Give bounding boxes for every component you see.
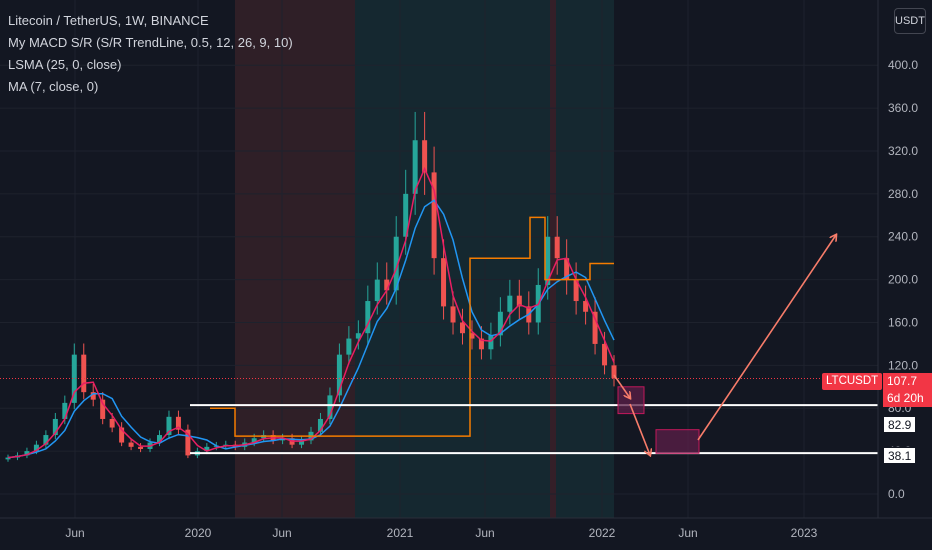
candle-body <box>422 140 428 173</box>
time-tick-label: 2022 <box>589 526 616 540</box>
legend-indicator-ma[interactable]: MA (7, close, 0) <box>8 79 99 94</box>
candle-body <box>81 354 87 393</box>
candle-body <box>573 279 579 302</box>
candle-body <box>157 435 162 443</box>
legend-indicator-lsma[interactable]: LSMA (25, 0, close) <box>8 57 122 72</box>
candle-body <box>52 418 58 436</box>
candle-body <box>583 301 589 312</box>
candle-body <box>611 365 617 379</box>
candle-body <box>33 444 39 452</box>
candle-body <box>204 446 210 452</box>
symbol-badge: LTCUSDT <box>822 373 883 390</box>
countdown-label: 6d 20h <box>883 390 932 407</box>
price-tick-label: 200.0 <box>888 273 918 287</box>
currency-button[interactable]: USDT <box>894 8 926 34</box>
candle-body <box>90 392 96 400</box>
candle-body <box>119 427 125 443</box>
target-zone-1 <box>617 386 645 415</box>
candle-body <box>355 333 361 339</box>
level-lower-label: 38.1 <box>883 447 917 464</box>
candle-body <box>62 402 68 419</box>
price-tick-label: 400.0 <box>888 58 918 72</box>
time-tick-label: Jun <box>272 526 291 540</box>
candle-body <box>166 416 172 436</box>
candle-body <box>602 343 608 366</box>
candle-body <box>175 416 181 430</box>
candle-body <box>403 193 409 237</box>
candle-body <box>346 338 352 355</box>
candle-body <box>374 279 380 302</box>
price-tick-label: 320.0 <box>888 144 918 158</box>
ma-line <box>7 166 615 459</box>
candle-body <box>497 311 503 336</box>
candle-body <box>5 457 11 460</box>
candle-body <box>488 335 494 350</box>
candle-body <box>478 338 484 350</box>
chart-legend: Litecoin / TetherUS, 1W, BINANCE My MACD… <box>8 10 293 98</box>
projection-arrow-2 <box>629 403 650 455</box>
candle-body <box>24 451 30 456</box>
candle-body <box>564 258 570 280</box>
candle-body <box>469 333 475 339</box>
period-shading <box>235 0 614 518</box>
candle-body <box>71 354 77 403</box>
sr-trendline <box>210 216 614 437</box>
legend-indicator-macd[interactable]: My MACD S/R (S/R TrendLine, 0.5, 12, 26,… <box>8 35 293 50</box>
candle-body <box>450 306 456 323</box>
indicator-lines <box>7 166 615 459</box>
target-zone-2 <box>655 429 700 454</box>
candle-body <box>592 311 598 344</box>
bullish-period <box>355 0 550 518</box>
candle-body <box>516 295 522 307</box>
candle-body <box>412 140 418 194</box>
candle-body <box>251 438 257 443</box>
time-tick-label: Jun <box>678 526 697 540</box>
candle-body <box>384 279 390 291</box>
candle-body <box>441 258 447 307</box>
legend-symbol[interactable]: Litecoin / TetherUS, 1W, BINANCE <box>8 13 209 28</box>
time-axis: Jun 2020 Jun 2021 Jun 2022 Jun 2023 <box>65 526 817 540</box>
candle-body <box>336 354 342 396</box>
time-tick-label: 2021 <box>387 526 414 540</box>
price-tick-label: 0.0 <box>888 487 905 501</box>
candle-body <box>43 435 49 445</box>
price-tick-label: 160.0 <box>888 315 918 329</box>
current-price-label: 107.7 <box>883 373 932 390</box>
bearish-period <box>235 0 355 518</box>
candle-body <box>507 295 513 312</box>
candle-body <box>100 399 106 419</box>
candle-body <box>327 395 333 419</box>
candle-body <box>109 418 115 428</box>
candle-body <box>431 172 437 259</box>
projection-arrow-1 <box>613 374 630 398</box>
candle-body <box>299 440 305 445</box>
candle-body <box>393 236 399 291</box>
candle-body <box>128 442 134 447</box>
price-tick-label: 280.0 <box>888 187 918 201</box>
level-upper-label: 82.9 <box>883 416 917 433</box>
candle-body <box>460 322 465 334</box>
time-tick-label: Jun <box>475 526 494 540</box>
candle-body <box>545 236 551 285</box>
candle-body <box>185 429 191 456</box>
candle-body <box>317 418 323 432</box>
bearish-period <box>550 0 556 518</box>
time-tick-label: Jun <box>65 526 84 540</box>
candle-body <box>554 236 560 259</box>
candle-body <box>365 301 371 334</box>
price-tick-label: 240.0 <box>888 230 918 244</box>
time-tick-label: 2020 <box>185 526 212 540</box>
price-tick-label: 360.0 <box>888 101 918 115</box>
candle-body <box>138 446 144 449</box>
price-tick-label: 120.0 <box>888 358 918 372</box>
time-tick-label: 2023 <box>791 526 818 540</box>
projection-arrow-3 <box>697 235 836 441</box>
grid-lines <box>0 0 878 518</box>
drawing-overlays <box>0 235 878 455</box>
